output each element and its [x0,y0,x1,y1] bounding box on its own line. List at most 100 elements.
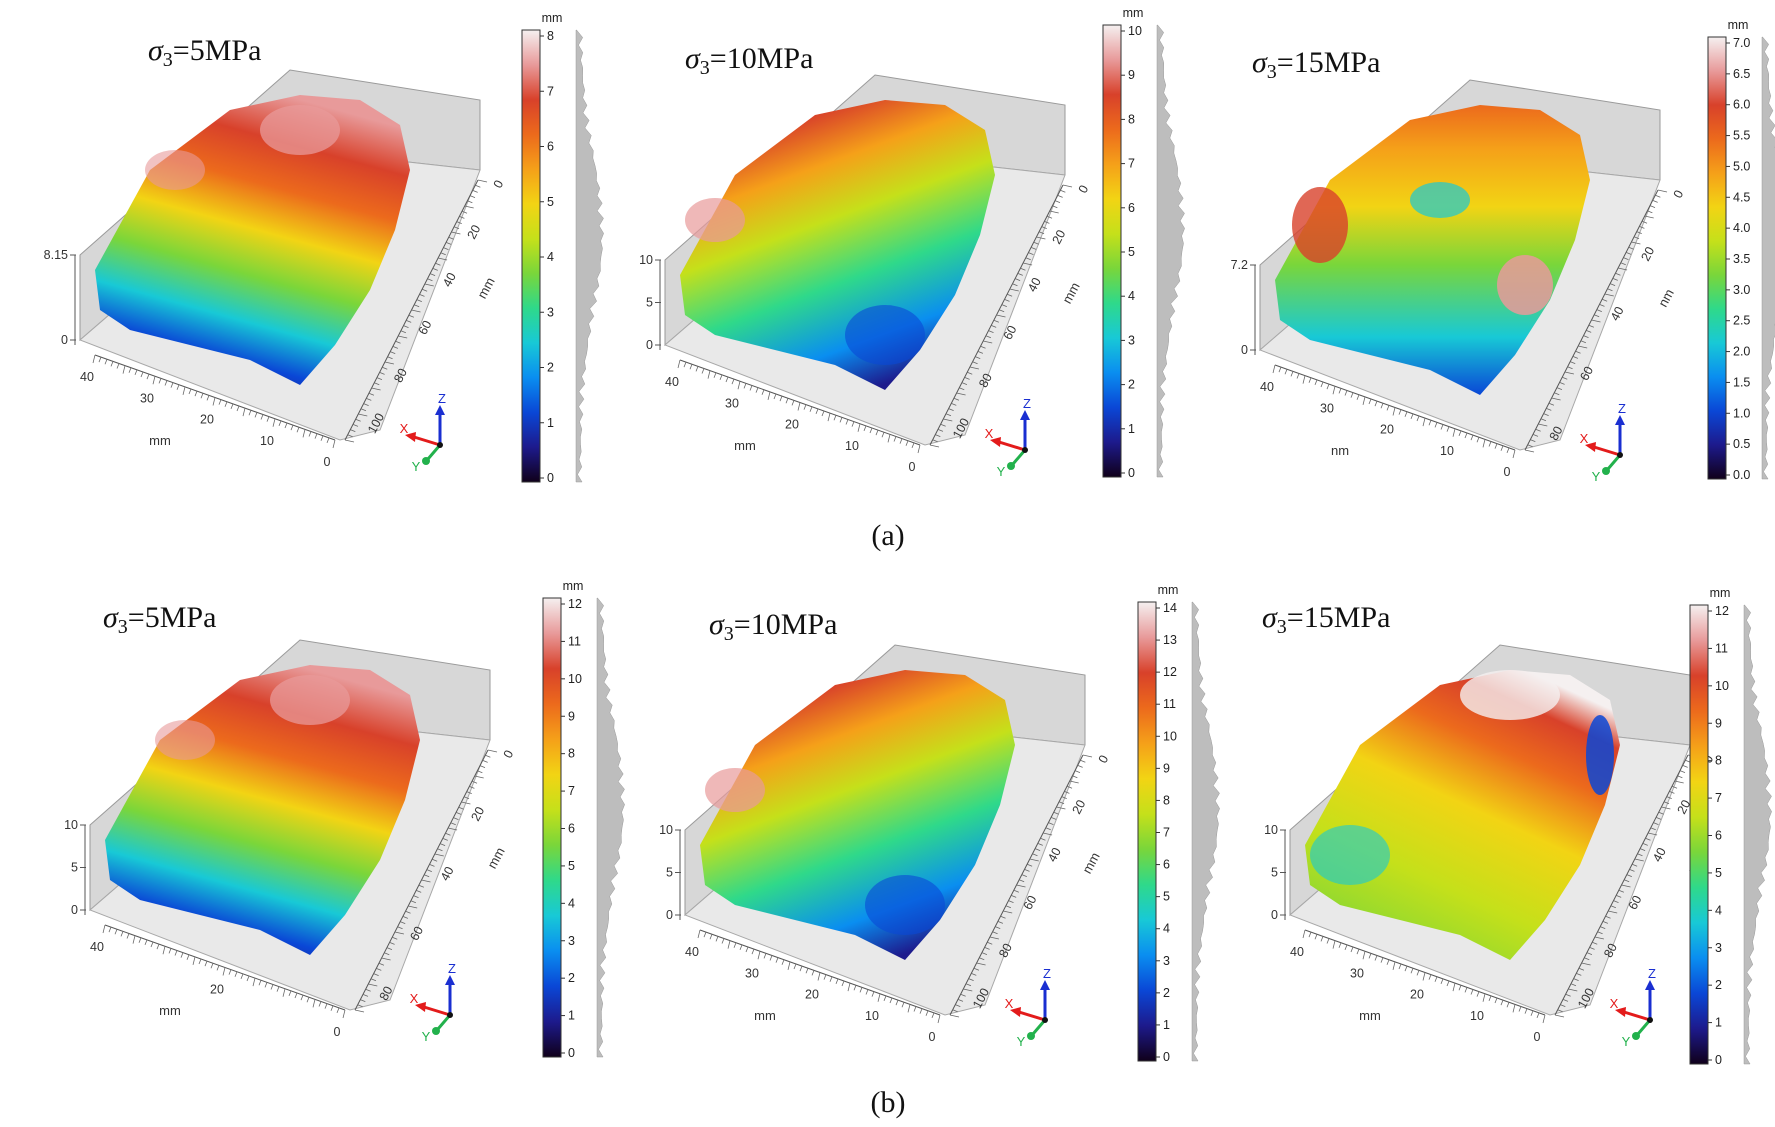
front-axis-tick [230,403,234,410]
side-axis-tick [352,424,359,427]
front-axis-tick [767,391,771,400]
side-axis-tick [948,408,954,411]
side-axis-tick [967,371,973,375]
front-axis-tick-label: 40 [685,945,699,959]
front-axis-tick [254,412,258,418]
side-axis-tick [1679,770,1686,773]
triad-z-label: Z [438,391,446,406]
colorbar-tick-label: 3 [1163,954,1170,968]
side-axis-tick [1586,952,1593,955]
side-axis-tick [448,827,458,831]
side-axis-tick [1594,314,1600,318]
front-axis-tick [815,408,819,415]
triad-z-head [1040,980,1050,990]
front-axis-tick [1356,394,1360,400]
triad-x-label: X [985,426,994,441]
front-axis-tick [1428,974,1432,980]
side-axis-tick [977,351,984,354]
side-axis-tick [469,786,475,789]
side-axis-tick [374,382,380,386]
side-axis-tick [1045,827,1051,831]
side-axis-tick [394,931,404,935]
side-axis-tick [439,843,446,846]
front-axis-title: mm [149,433,171,448]
side-axis-tick [1037,843,1043,846]
z-axis-tick-label: 0 [71,903,78,917]
side-axis-tick [1551,397,1561,401]
front-axis-tick [1386,959,1390,965]
side-axis-tick [390,351,396,354]
side-axis-tick-label: 40 [438,864,457,883]
front-axis-tick [905,440,909,446]
triad-y-arrow [426,444,442,460]
front-axis-tick [210,963,214,969]
z-axis-tick-label: 0 [646,338,653,352]
front-axis-tick [791,400,795,406]
side-axis-tick [1040,837,1046,841]
side-axis-tick [1599,304,1605,307]
panel-title: σ3=15MPa [1252,46,1380,83]
front-axis-tick [835,978,839,985]
triad-y-head [1027,1032,1035,1040]
side-axis-tick [413,895,419,898]
side-axis-tick [479,765,486,768]
side-axis-tick [1642,843,1648,846]
side-axis-tick [1581,962,1591,966]
side-axis-tick [1623,257,1629,260]
front-axis-tick [92,354,96,364]
front-axis-tick [1428,420,1432,426]
side-axis-tick [976,962,986,966]
front-axis-tick [266,416,270,422]
colorbar-gradient [1137,601,1157,1062]
front-axis-tick [174,950,178,956]
triad-z-head [1615,415,1625,425]
front-axis-tick [212,397,216,406]
side-axis-tick [1592,941,1598,945]
front-axis-tick-label: 30 [140,391,154,405]
front-axis-tick [1368,398,1372,405]
side-axis-tick [469,195,476,198]
front-axis-tick [1416,415,1420,422]
front-axis-tick [1314,379,1318,386]
side-axis-tick [1014,278,1021,281]
side-axis-tick [1005,905,1012,909]
side-axis-tick [1032,853,1038,857]
side-axis-tick-label: 0 [1671,188,1687,201]
front-axis-tick [110,361,114,367]
front-axis-tick [1338,388,1342,394]
triad-y-head [1007,462,1015,470]
front-axis-tick [164,380,168,386]
front-axis-tick [206,395,210,401]
side-axis-tick [1615,272,1621,276]
front-axis-tick [749,385,753,391]
side-axis-tick [455,812,462,815]
front-axis-tick [1542,1014,1546,1024]
surface-peak [1497,255,1553,315]
side-axis-tick [1043,832,1053,836]
side-axis-tick [360,408,367,412]
front-axis-tick [288,990,292,997]
front-axis-tick [144,939,148,946]
side-axis-tick [1636,231,1642,234]
triad-z-head [1020,410,1030,420]
side-axis-tick [1655,817,1662,820]
side-axis-tick [432,268,438,271]
side-axis-tick [1620,262,1626,266]
front-axis-tick [1440,424,1444,430]
side-axis-tick [983,340,993,344]
surface-valley [845,305,925,365]
colorbar-histogram [1743,604,1772,1065]
front-axis-tick [264,982,268,988]
front-axis-tick [1368,953,1372,959]
front-axis-tick-label: 20 [200,413,214,427]
front-axis-tick [1344,944,1348,951]
colorbar-tick-label: 3 [1715,941,1722,955]
triad-x-head [1615,1007,1626,1017]
side-axis-tick [943,418,953,422]
triad-y-label: Y [422,1029,431,1044]
side-axis-tick [1548,402,1555,406]
front-axis-tick [1296,373,1300,379]
triad-y-head [422,457,430,465]
front-axis-tick-label: 0 [909,460,916,474]
side-axis-tick [981,952,988,955]
